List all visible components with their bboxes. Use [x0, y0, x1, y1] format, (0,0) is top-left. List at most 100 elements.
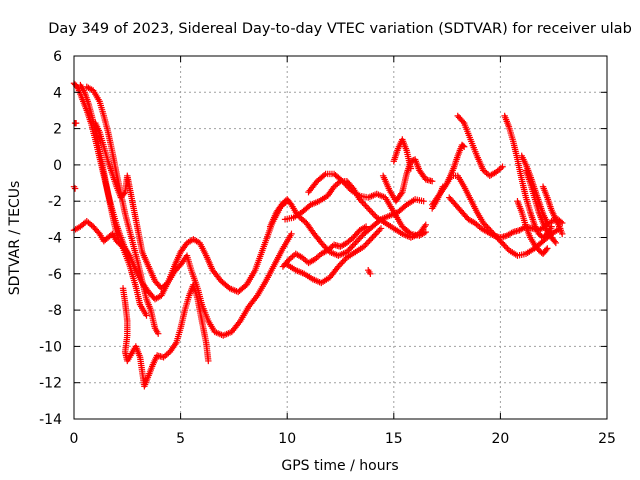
data-point	[502, 243, 510, 251]
data-point	[372, 231, 379, 238]
data-point	[407, 165, 415, 172]
data-point	[288, 230, 295, 238]
data-point	[125, 250, 132, 258]
data-point	[428, 178, 436, 185]
series-arc-9	[305, 170, 429, 239]
x-axis-label: GPS time / hours	[281, 458, 398, 474]
data-point	[544, 245, 551, 252]
data-point	[552, 239, 560, 247]
data-point	[366, 237, 373, 244]
series-arc-2	[77, 81, 150, 319]
data-point	[352, 239, 359, 247]
series-arc-16	[443, 141, 468, 187]
data-point	[377, 225, 385, 232]
data-point	[406, 229, 413, 236]
data-point	[459, 142, 467, 150]
data-point	[335, 263, 342, 270]
data-point	[319, 241, 326, 248]
data-point	[370, 232, 378, 240]
data-point	[422, 228, 429, 236]
data-point	[365, 205, 372, 212]
data-point	[349, 242, 356, 250]
data-point	[559, 230, 566, 238]
data-point	[365, 238, 372, 246]
data-point	[360, 200, 368, 208]
data-point	[353, 238, 361, 245]
y-tick-label: -8	[48, 303, 62, 319]
y-tick-label: -12	[39, 376, 62, 392]
series-arc-6	[119, 281, 212, 390]
series-arc-12	[365, 266, 374, 277]
data-point	[370, 211, 378, 218]
x-tick-label: 15	[385, 431, 403, 447]
series-arc-10	[284, 225, 385, 287]
x-tick-label: 25	[598, 431, 616, 447]
x-tick-label: 10	[278, 431, 296, 447]
data-point	[71, 185, 79, 192]
data-point	[544, 219, 551, 227]
series-arc-23	[518, 152, 551, 227]
data-point	[362, 223, 370, 230]
series-arc-18	[446, 194, 566, 241]
data-point	[398, 190, 405, 197]
data-point	[338, 260, 345, 267]
data-points	[70, 80, 566, 390]
data-point	[350, 241, 358, 248]
data-point	[355, 236, 362, 244]
y-tick-label: 0	[53, 158, 62, 174]
data-point	[172, 341, 179, 348]
data-point	[345, 247, 352, 254]
data-point	[339, 178, 346, 185]
chart-title: Day 349 of 2023, Sidereal Day-to-day VTE…	[48, 21, 632, 37]
data-point	[460, 143, 468, 150]
data-point	[346, 245, 353, 253]
data-point	[366, 206, 373, 214]
data-point	[155, 330, 162, 337]
y-tick-label: 2	[53, 122, 62, 138]
data-point	[499, 163, 506, 170]
data-point	[345, 184, 352, 191]
data-point	[363, 203, 370, 211]
data-point	[336, 261, 343, 269]
y-tick-label: 6	[53, 49, 62, 65]
series-arc-3	[83, 83, 162, 337]
data-point	[480, 219, 487, 227]
y-tick-label: -10	[39, 339, 62, 355]
data-point	[367, 208, 375, 215]
data-point	[500, 240, 507, 248]
data-point	[543, 246, 550, 253]
y-tick-label: -6	[48, 267, 62, 283]
data-point	[374, 228, 382, 235]
x-tick-label: 0	[70, 431, 79, 447]
data-point	[373, 229, 380, 237]
data-point	[367, 235, 375, 243]
data-point	[369, 234, 376, 241]
data-point	[320, 242, 328, 250]
data-point	[205, 357, 212, 365]
data-point	[343, 248, 351, 256]
data-point	[143, 312, 150, 319]
data-point	[481, 221, 488, 228]
x-tick-label: 20	[491, 431, 509, 447]
data-point	[498, 239, 506, 246]
data-point	[362, 241, 369, 249]
series-arc-19	[501, 112, 555, 241]
data-point	[422, 221, 429, 228]
series-arc-21	[539, 183, 566, 238]
data-point	[551, 238, 558, 245]
series-arc-24	[428, 183, 447, 212]
data-point	[359, 199, 366, 206]
data-point	[439, 183, 447, 190]
data-point	[340, 179, 348, 186]
series-arc-17	[454, 112, 506, 179]
axis-ticks: 0 5 10 15 20 25 -14 -12 -10 -8 -6 -4 -2 0 2 4 6	[39, 49, 616, 447]
series-arc-26	[71, 119, 80, 127]
data-point	[356, 235, 363, 242]
data-point	[421, 223, 428, 230]
data-point	[347, 244, 355, 251]
data-point	[340, 257, 348, 264]
data-point	[362, 202, 369, 209]
data-point	[339, 258, 346, 266]
data-point	[318, 239, 325, 247]
